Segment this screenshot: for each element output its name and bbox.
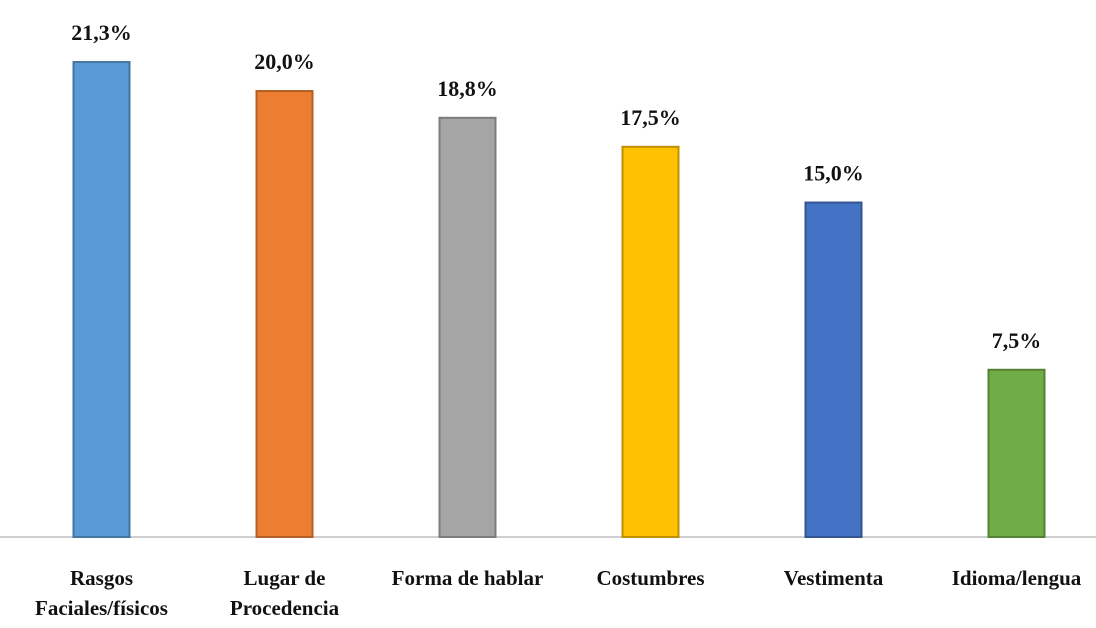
category-label: Costumbres	[596, 566, 705, 590]
category-label: Idioma/lengua	[951, 566, 1082, 590]
bar	[621, 145, 680, 538]
value-label: 18,8%	[437, 76, 498, 101]
category-label: Lugar de Procedencia	[229, 566, 340, 620]
bar	[804, 201, 863, 538]
value-label: 7,5%	[992, 328, 1042, 353]
category-label: Forma de hablar	[391, 566, 544, 590]
bar	[255, 90, 314, 539]
value-label: 21,3%	[71, 20, 132, 45]
value-label: 15,0%	[803, 161, 864, 186]
category-label: Rasgos Faciales/físicos	[35, 566, 168, 620]
value-label: 20,0%	[254, 49, 315, 74]
value-label: 17,5%	[620, 105, 681, 130]
bar	[987, 368, 1046, 538]
bar	[72, 61, 131, 538]
bar	[438, 116, 497, 539]
category-label: Vestimenta	[783, 566, 884, 590]
